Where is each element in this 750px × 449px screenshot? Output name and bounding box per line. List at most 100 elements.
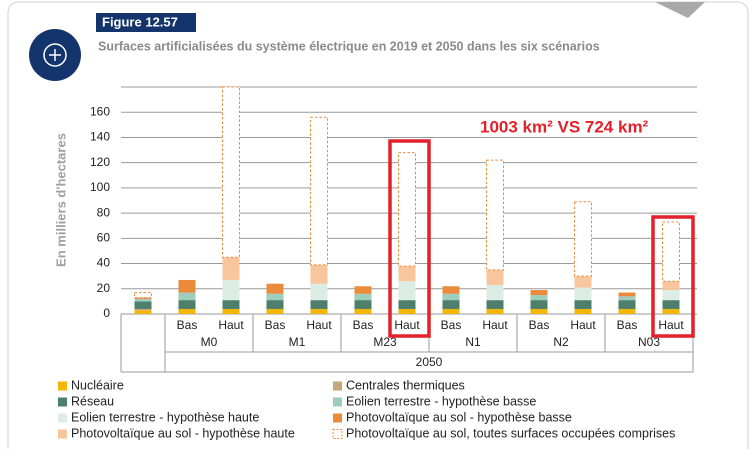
plot: 0 20 40 60 80 100 120 140 160 Bas Haut Bas Haut Bas Ha…: [58, 86, 697, 440]
legend-label: Réseau: [71, 394, 114, 408]
corner-mark: [655, 2, 705, 18]
y-tick-label: 120: [90, 155, 110, 169]
bar-segment: [442, 300, 460, 309]
bar-segment: [530, 300, 548, 309]
figure-label: Figure 12.57: [102, 14, 178, 29]
bar-segment: [398, 308, 416, 314]
group-label: N2: [553, 335, 569, 349]
bar-segment: [310, 300, 328, 309]
bar-segment: [178, 292, 196, 301]
legend-label: Eolien terrestre - hypothèse basse: [346, 394, 536, 408]
x-tick-label: Bas: [177, 318, 198, 332]
bar-segment: [486, 159, 504, 271]
bar-segment: [486, 308, 504, 314]
bar-segment: [134, 308, 152, 311]
group-label: M1: [289, 335, 306, 349]
y-tick-label: 60: [97, 231, 111, 245]
bar-segment: [354, 308, 372, 314]
bar-segment: [134, 310, 152, 314]
bar-segment: [222, 86, 240, 258]
bar-segment: [222, 257, 240, 280]
card: [7, 1, 749, 449]
bar-segment: [178, 279, 196, 293]
bar-segment: [574, 287, 592, 301]
bar-segment: [442, 308, 460, 314]
x-tick-label: Haut: [570, 318, 596, 332]
period-label: 2050: [416, 355, 443, 369]
legend-label: Photovoltaïque au sol, toutes surfaces o…: [346, 426, 675, 440]
legend-swatch: [58, 381, 67, 391]
bar-segment: [662, 281, 680, 291]
bar-segment: [178, 300, 196, 309]
bar-segment: [398, 281, 416, 301]
group-label: N1: [465, 335, 481, 349]
y-axis-label: En milliers d'hectares: [53, 133, 68, 267]
legend-swatch: [332, 429, 343, 439]
x-tick-label: Bas: [441, 318, 462, 332]
bar-segment: [354, 300, 372, 309]
x-tick-label: Bas: [265, 318, 286, 332]
bar-segment: [618, 296, 636, 301]
y-tick-label: 80: [97, 205, 111, 219]
bar-segment: [574, 300, 592, 309]
x-tick-label: Haut: [218, 318, 244, 332]
bar-segment: [354, 293, 372, 301]
bar-segment: [134, 298, 152, 302]
x-tick-label: Bas: [617, 318, 638, 332]
legend-swatch: [333, 381, 342, 391]
bar-segment: [530, 290, 548, 296]
bar-segment: [398, 266, 416, 282]
bar-segment: [134, 297, 152, 299]
bar-segment: [442, 286, 460, 294]
bar-segment: [266, 300, 284, 309]
bar-segment: [134, 301, 152, 309]
bar-segment: [310, 264, 328, 284]
legend-swatch: [333, 413, 342, 423]
figure-box: [96, 13, 196, 32]
bar-segment: [222, 279, 240, 301]
highlight-box: [651, 215, 695, 338]
x-tick-label: Haut: [394, 318, 420, 332]
icon-plus: [49, 49, 61, 61]
bar-segment: [134, 292, 152, 299]
highlight-box: [388, 139, 431, 338]
legend-label: Nucléaire: [71, 378, 124, 392]
bar-segment: [266, 283, 284, 294]
y-tick-label: 160: [90, 104, 110, 118]
group-label: N03: [638, 335, 660, 349]
bar-segment: [486, 284, 504, 301]
legend-label: Centrales thermiques: [346, 378, 465, 392]
legend-label: Photovoltaïque au sol - hypothèse basse: [346, 410, 572, 424]
bar-segment: [398, 300, 416, 309]
x-tick-label: Haut: [482, 318, 508, 332]
bar-segment: [310, 308, 328, 314]
bar-segment: [574, 308, 592, 314]
legend-swatch: [58, 429, 67, 439]
y-tick-label: 40: [97, 256, 111, 270]
bar-segment: [574, 276, 592, 288]
legend-swatch: [58, 397, 67, 407]
bar-segment: [530, 295, 548, 301]
bar-segment: [222, 308, 240, 314]
y-tick-label: 100: [90, 180, 110, 194]
bar-segment: [662, 300, 680, 309]
legend-swatch: [58, 413, 67, 423]
bar-segment: [398, 152, 416, 267]
x-tick-label: Haut: [658, 318, 684, 332]
bar-segment: [662, 308, 680, 314]
bar-segment: [618, 292, 636, 297]
bar-segment: [266, 293, 284, 301]
y-tick-label: 140: [90, 130, 110, 144]
group-label: M23: [373, 335, 397, 349]
bar-segment: [662, 221, 680, 282]
bar-segment: [310, 283, 328, 301]
legend-label: Eolien terrestre - hypothèse haute: [71, 410, 259, 424]
bar-segment: [222, 300, 240, 309]
bar-segment: [618, 300, 636, 309]
legend-swatch: [333, 397, 342, 407]
legend-label: Photovoltaïque au sol - hypothèse haute: [71, 426, 295, 440]
annotation: 1003 km² VS 724 km²: [480, 117, 649, 136]
bar-segment: [486, 300, 504, 309]
bar-segment: [266, 308, 284, 314]
